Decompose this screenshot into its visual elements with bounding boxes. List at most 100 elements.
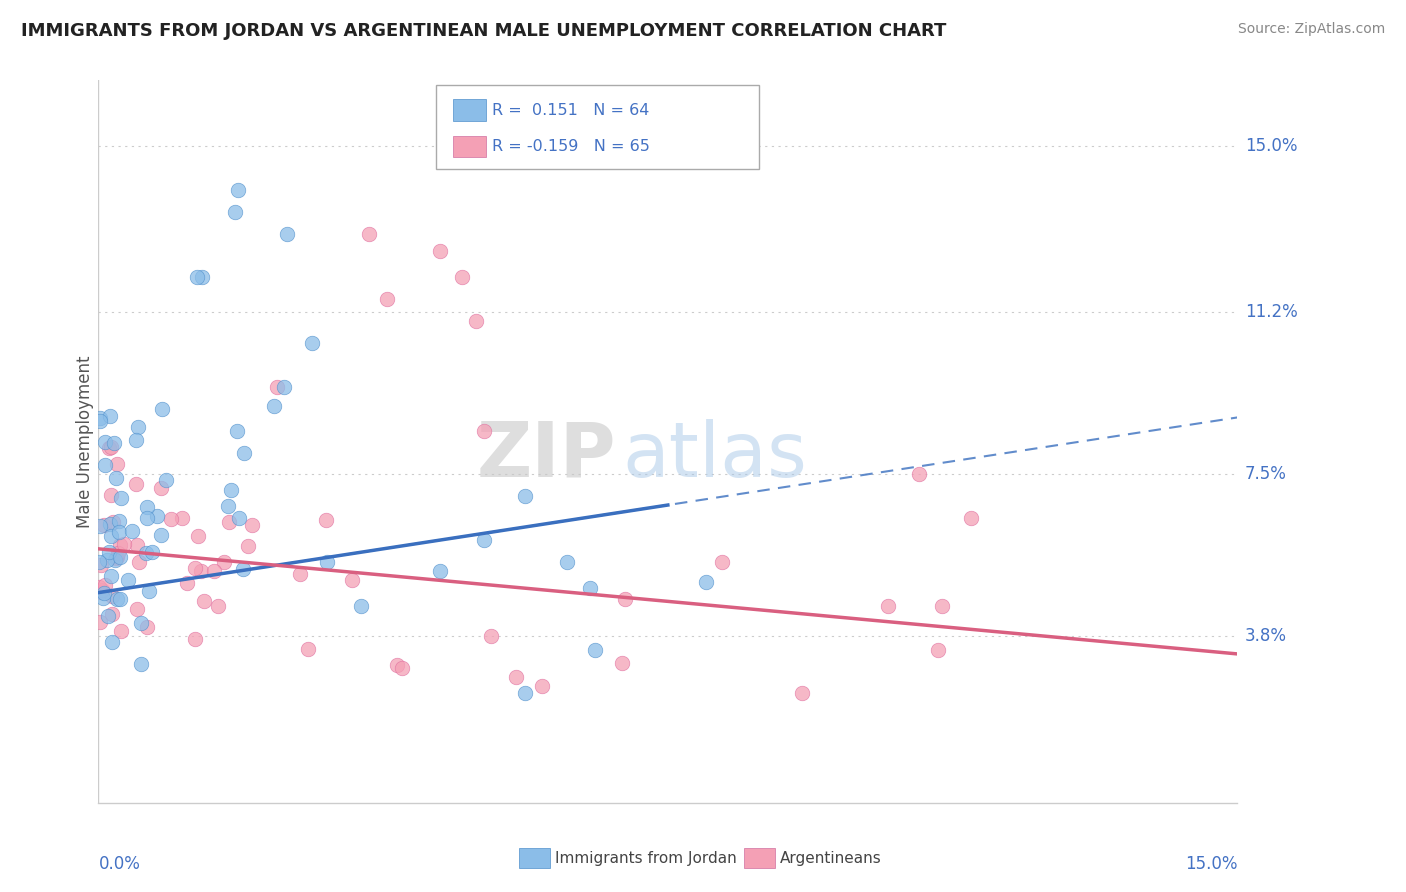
- Point: [135, 546, 157, 560]
- Point: [218, 515, 240, 529]
- Point: [108, 538, 131, 552]
- Point: [350, 599, 373, 613]
- Point: [150, 402, 173, 417]
- Text: 15.0%: 15.0%: [1185, 855, 1237, 873]
- Point: [89, 411, 111, 425]
- Point: [101, 607, 124, 621]
- Text: Source: ZipAtlas.com: Source: ZipAtlas.com: [1237, 22, 1385, 37]
- Point: [217, 499, 239, 513]
- Point: [108, 549, 131, 564]
- Point: [190, 270, 212, 285]
- Point: [98, 517, 121, 532]
- Point: [94, 458, 117, 473]
- Point: [138, 583, 160, 598]
- Point: [531, 680, 554, 694]
- Point: [100, 488, 122, 502]
- Point: [184, 561, 207, 575]
- Text: Argentineans: Argentineans: [780, 851, 882, 865]
- Text: 7.5%: 7.5%: [1244, 466, 1286, 483]
- Point: [579, 581, 602, 595]
- Point: [103, 436, 125, 450]
- Point: [472, 424, 495, 438]
- Text: 11.2%: 11.2%: [1244, 303, 1298, 321]
- Point: [193, 594, 215, 608]
- Point: [155, 473, 177, 487]
- Point: [145, 508, 167, 523]
- Point: [927, 642, 949, 657]
- Point: [89, 615, 111, 629]
- Point: [219, 483, 242, 498]
- Point: [555, 555, 578, 569]
- Point: [97, 545, 120, 559]
- Point: [104, 553, 127, 567]
- Point: [391, 661, 413, 675]
- Point: [93, 578, 115, 592]
- Point: [224, 204, 246, 219]
- Point: [240, 518, 263, 533]
- Point: [505, 670, 527, 684]
- Point: [212, 555, 235, 569]
- Point: [87, 555, 110, 569]
- Point: [290, 566, 312, 581]
- Text: 3.8%: 3.8%: [1244, 627, 1286, 646]
- Point: [190, 564, 212, 578]
- Point: [105, 591, 128, 606]
- Point: [91, 582, 114, 597]
- Point: [110, 624, 132, 638]
- Point: [959, 511, 981, 525]
- Point: [105, 471, 128, 485]
- Point: [276, 227, 298, 241]
- Text: R = -0.159   N = 65: R = -0.159 N = 65: [492, 139, 650, 153]
- Point: [479, 629, 502, 643]
- Point: [207, 599, 229, 614]
- Point: [114, 537, 136, 551]
- Point: [89, 580, 111, 594]
- Text: ZIP: ZIP: [477, 419, 617, 493]
- Point: [695, 574, 717, 589]
- Point: [89, 519, 111, 533]
- Point: [585, 642, 607, 657]
- Point: [877, 599, 900, 613]
- Point: [315, 555, 337, 569]
- Point: [103, 515, 125, 529]
- Point: [429, 565, 451, 579]
- Point: [790, 686, 813, 700]
- Point: [387, 658, 409, 673]
- Point: [90, 558, 112, 573]
- Point: [91, 591, 114, 605]
- Point: [136, 500, 159, 514]
- Point: [614, 591, 637, 606]
- Point: [90, 585, 112, 599]
- Point: [301, 336, 323, 351]
- Point: [273, 380, 295, 394]
- Point: [170, 511, 193, 525]
- Point: [93, 518, 115, 533]
- Point: [93, 586, 115, 600]
- Point: [108, 514, 131, 528]
- Point: [129, 615, 152, 630]
- Point: [135, 511, 157, 525]
- Text: 0.0%: 0.0%: [98, 855, 141, 873]
- Point: [100, 529, 122, 543]
- Point: [710, 555, 733, 569]
- Point: [187, 529, 209, 543]
- Point: [515, 686, 537, 700]
- Text: Male Unemployment: Male Unemployment: [76, 355, 94, 528]
- Point: [150, 481, 173, 495]
- Point: [232, 562, 254, 576]
- Text: IMMIGRANTS FROM JORDAN VS ARGENTINEAN MALE UNEMPLOYMENT CORRELATION CHART: IMMIGRANTS FROM JORDAN VS ARGENTINEAN MA…: [21, 22, 946, 40]
- Point: [226, 424, 249, 438]
- Point: [465, 314, 488, 328]
- Point: [233, 445, 256, 459]
- Text: 15.0%: 15.0%: [1244, 137, 1298, 155]
- Point: [125, 476, 148, 491]
- Point: [97, 609, 120, 624]
- Point: [228, 183, 250, 197]
- Point: [125, 601, 148, 615]
- Point: [359, 227, 381, 241]
- Point: [100, 569, 122, 583]
- Point: [263, 399, 285, 413]
- Point: [266, 380, 288, 394]
- Point: [429, 244, 451, 258]
- Point: [160, 512, 183, 526]
